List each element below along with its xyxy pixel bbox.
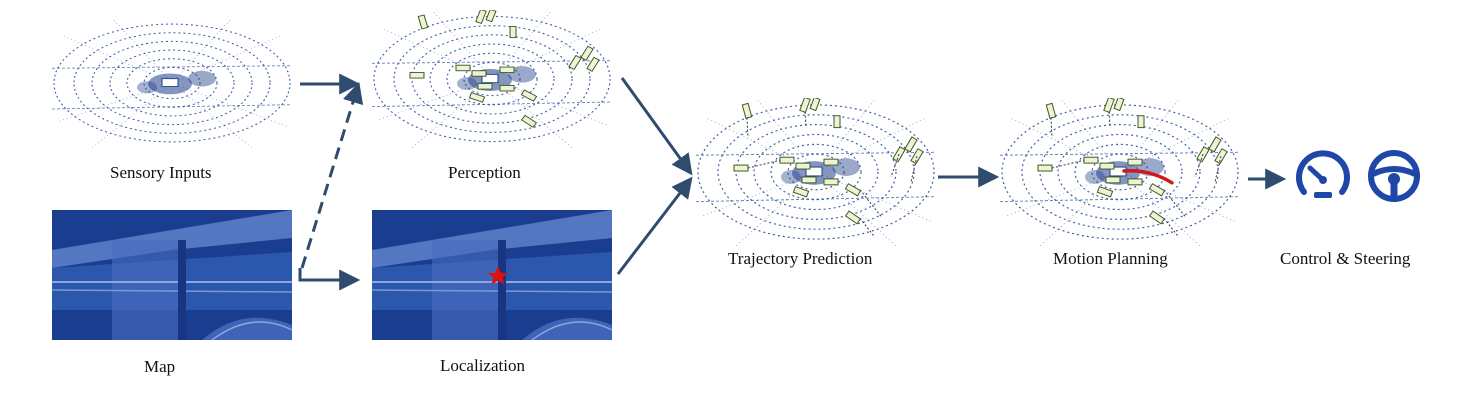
trajectory-prediction-image xyxy=(696,98,936,246)
arrow-perception-to-prediction xyxy=(620,77,693,176)
arrow-map-to-perception-dashed xyxy=(300,81,364,269)
perception-label: Perception xyxy=(448,163,521,182)
sensory-inputs-image xyxy=(52,18,292,148)
speedometer-icon xyxy=(1294,148,1352,206)
localization-image xyxy=(372,210,612,340)
steering-wheel-icon xyxy=(1366,148,1422,204)
sensory-inputs-label: Sensory Inputs xyxy=(110,163,212,182)
trajectory-prediction-label: Trajectory Prediction xyxy=(728,249,873,268)
arrow-map-to-localization xyxy=(298,268,361,291)
control-steering-label: Control & Steering xyxy=(1280,249,1411,268)
map-image xyxy=(52,210,292,340)
motion-planning-image xyxy=(1000,98,1240,246)
map-label: Map xyxy=(144,357,176,376)
motion-planning-label: Motion Planning xyxy=(1053,249,1168,268)
planned-path xyxy=(1122,169,1174,185)
perception-image xyxy=(372,10,612,148)
localization-label: Localization xyxy=(440,356,525,375)
arrow-localization-to-prediction xyxy=(616,176,693,275)
star-icon xyxy=(487,266,509,285)
